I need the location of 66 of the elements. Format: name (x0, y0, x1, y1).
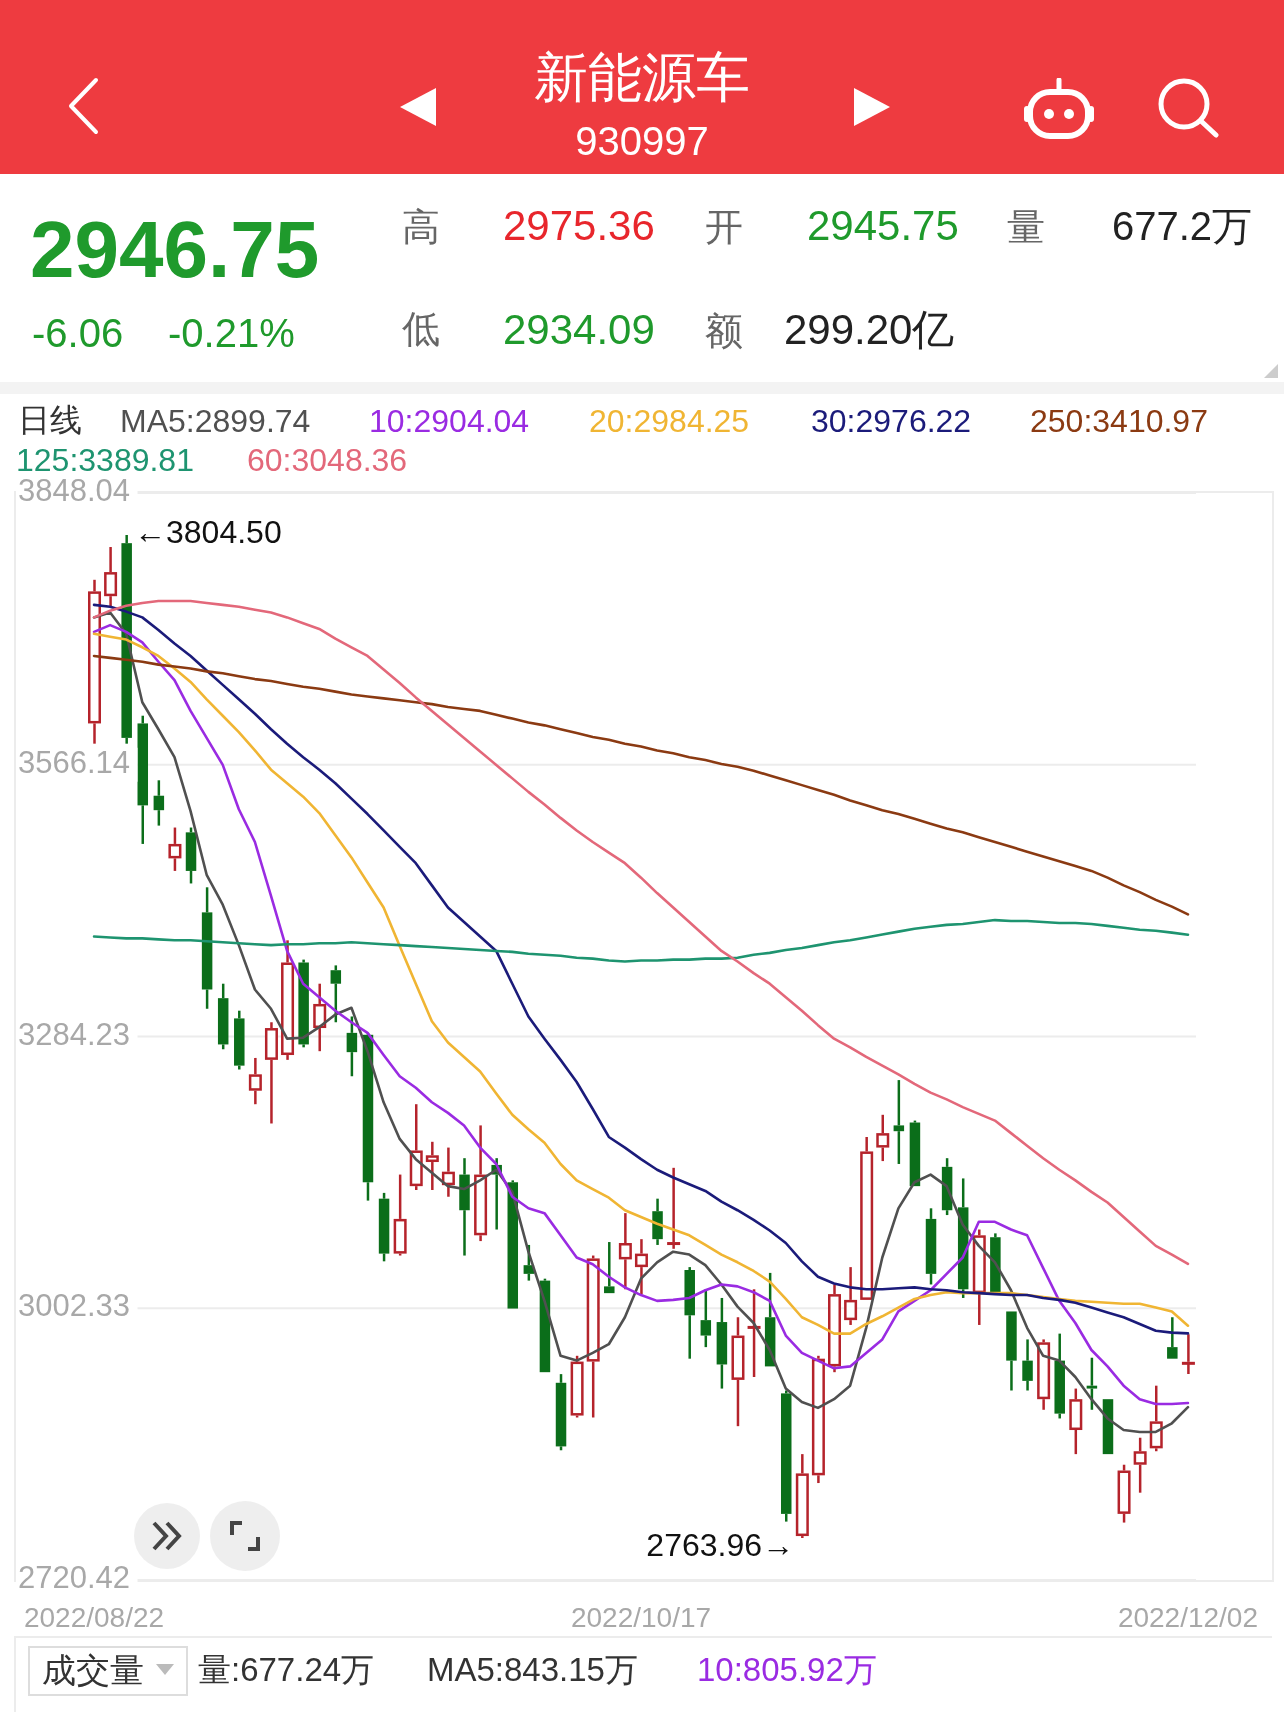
text: 677.2万 (1112, 204, 1253, 248)
annotation: ←3804.50 (134, 514, 282, 551)
candlestick (234, 1009, 245, 1071)
legend-title: 日线 (18, 401, 82, 440)
candlestick (104, 545, 118, 609)
candlestick (684, 1265, 695, 1360)
candlestick (652, 1197, 663, 1247)
candlestick (281, 939, 295, 1062)
candlestick (201, 886, 213, 1011)
x-tick-label: 2022/08/22 (23, 1602, 165, 1634)
candlestick (1022, 1338, 1033, 1392)
text: -6.06 (32, 311, 124, 355)
candlestick (893, 1078, 905, 1166)
y-tick-label: 3002.33 (18, 1288, 131, 1324)
text: 10:805.92万 (697, 1650, 877, 1689)
candlestick (248, 1056, 262, 1106)
candlestick (634, 1237, 648, 1296)
candlestick (795, 1452, 809, 1540)
text: -0.21% (168, 311, 295, 355)
text: 60:3048.36 (247, 441, 408, 479)
text: MA5:2899.74 (120, 402, 311, 440)
annotation: 2763.96→ (646, 1527, 794, 1564)
text: 10:2904.04 (369, 402, 530, 440)
candlestick (121, 533, 132, 745)
candlestick (313, 982, 327, 1053)
text: 成交量 (42, 1651, 144, 1690)
chart-title: 新能源车 (533, 46, 751, 108)
candlestick (972, 1228, 986, 1327)
text: 量:677.24万 (198, 1650, 375, 1689)
line-series (92, 918, 1190, 963)
candlestick (731, 1315, 745, 1428)
candlestick (667, 1166, 681, 1251)
text: 2946.75 (30, 205, 320, 294)
text: MA5:843.15万 (427, 1650, 638, 1689)
candlestick (88, 578, 101, 745)
candlestick (425, 1140, 439, 1192)
text: 2975.36 (503, 201, 655, 250)
text: 20:2984.25 (589, 402, 750, 440)
text: 2945.75 (807, 201, 959, 250)
candlestick (1086, 1356, 1098, 1412)
text: 量 (1007, 206, 1045, 249)
candlestick (1054, 1332, 1065, 1420)
text: 299.20亿 (784, 305, 955, 354)
candlestick (1037, 1338, 1051, 1412)
text: 开 (705, 206, 743, 249)
candlestick (844, 1265, 858, 1327)
y-tick-label: 3284.23 (18, 1016, 131, 1052)
x-tick-label: 2022/10/17 (570, 1602, 712, 1634)
candlestick (474, 1124, 488, 1243)
text: 2934.09 (503, 305, 655, 354)
text: 高 (402, 206, 440, 249)
x-tick-label: 2022/12/02 (1117, 1602, 1259, 1634)
candlestick (716, 1296, 728, 1390)
candlestick (459, 1156, 470, 1257)
candlestick (747, 1288, 761, 1379)
y-tick-label: 3566.14 (18, 744, 131, 780)
y-tick-label: 2720.42 (18, 1560, 131, 1596)
text: 250:3410.97 (1030, 402, 1208, 440)
candlestick (811, 1354, 825, 1485)
candlestick (1181, 1332, 1195, 1376)
candlestick (441, 1146, 455, 1198)
candlestick (264, 1021, 278, 1125)
text: 低 (402, 308, 440, 351)
text: 30:2976.22 (811, 402, 972, 440)
chart-subtitle: 930997 (574, 118, 710, 164)
text: 额 (705, 310, 743, 353)
